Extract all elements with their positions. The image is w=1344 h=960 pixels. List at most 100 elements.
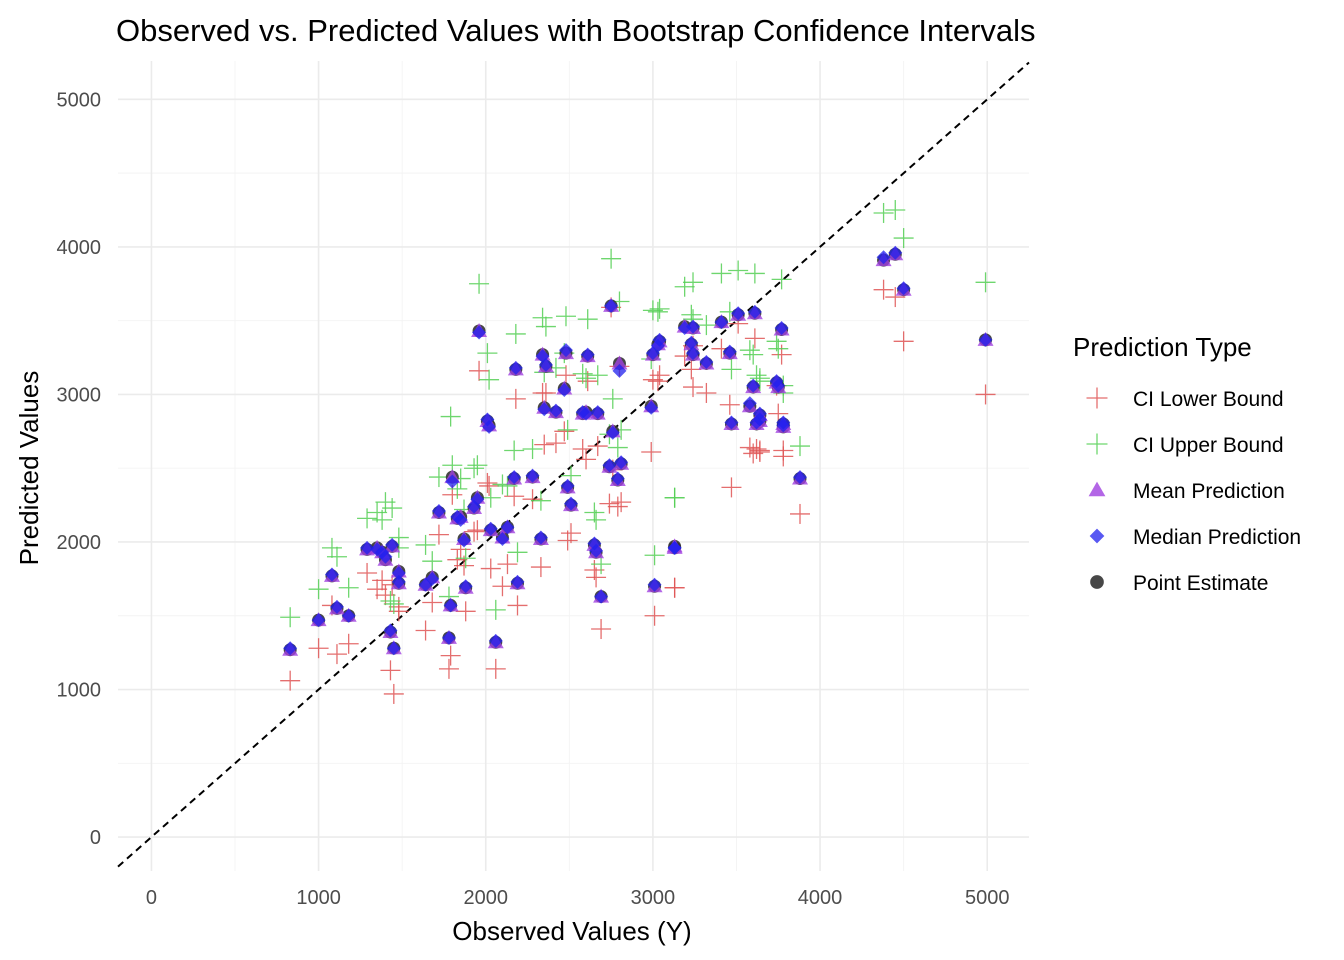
ci-upper-bound-point (380, 591, 401, 611)
ci-lower-bound-point (555, 365, 576, 386)
ci-lower-bound-point (885, 287, 906, 308)
ci-lower-bound-point (576, 449, 597, 470)
median-prediction-point (283, 641, 298, 656)
ci-lower-bound-point (464, 521, 485, 542)
median-prediction-point (714, 315, 729, 330)
ci-upper-bound-point (607, 437, 628, 458)
ci-upper-bound-point (383, 593, 404, 614)
ci-upper-bound-point (576, 368, 597, 389)
median-prediction-point (610, 471, 625, 486)
y-tick-label: 1000 (57, 680, 102, 702)
median-prediction-point (441, 630, 456, 645)
ci-lower-bound-point (480, 558, 501, 579)
median-prediction-point (538, 357, 553, 372)
median-prediction-point (457, 533, 472, 548)
median-prediction-point (383, 623, 398, 638)
y-axis-ticks: 0 1000 2000 3000 4000 5000 (57, 89, 102, 849)
identity-reference-line (117, 61, 1030, 868)
ci-upper-bound-point (739, 340, 760, 361)
chart-title: Observed vs. Predicted Values with Boots… (116, 13, 1036, 48)
ci-lower-bound-point (744, 328, 765, 349)
data-points (280, 200, 996, 704)
legend: Prediction Type CI Lower Bound CI Upper B… (1073, 332, 1301, 595)
ci-lower-bound-point (577, 371, 598, 392)
ci-upper-bound-point (507, 542, 528, 563)
ci-upper-bound-point (771, 269, 792, 290)
ci-upper-bound-point (721, 359, 742, 380)
y-tick-label: 4000 (57, 237, 102, 259)
reference-line (117, 61, 1030, 868)
ci-upper-bound-point (308, 579, 329, 600)
ci-lower-bound-point (367, 579, 388, 600)
ci-lower-bound-point (485, 658, 506, 679)
median-prediction-point (510, 574, 525, 589)
ci-lower-bound-point (681, 359, 702, 380)
x-tick-label: 5000 (965, 887, 1010, 909)
x-tick-label: 1000 (296, 887, 341, 909)
ci-lower-bound-point (338, 633, 359, 654)
ci-upper-bound-point (584, 502, 605, 523)
median-prediction-point (472, 325, 487, 340)
legend-key-point-estimate (1090, 575, 1104, 589)
median-prediction-point (731, 306, 746, 321)
ci-upper-bound-point (744, 263, 765, 284)
median-prediction-point (896, 281, 911, 296)
median-prediction-point (724, 415, 739, 430)
ci-upper-bound-point (743, 344, 764, 365)
median-prediction-point (560, 478, 575, 493)
ci-upper-bound-point (602, 388, 623, 409)
ci-lower-bound-point (557, 530, 578, 551)
median-prediction-point (580, 347, 595, 362)
ci-upper-bound-point (532, 307, 553, 328)
x-tick-label: 4000 (798, 887, 843, 909)
ci-lower-bound-point (467, 520, 488, 541)
ci-lower-bound-point (507, 595, 528, 616)
ci-upper-bound-point (885, 200, 906, 221)
ci-upper-bound-point (577, 309, 598, 330)
median-prediction-point (453, 512, 468, 527)
ci-lower-bound-point (773, 446, 794, 467)
median-prediction-point (495, 532, 510, 547)
median-prediction-point (647, 577, 662, 592)
ci-upper-bound-point (893, 228, 914, 249)
legend-label: CI Lower Bound (1133, 388, 1284, 411)
legend-label: Median Prediction (1133, 526, 1301, 549)
ci-lower-bound-point (357, 562, 378, 583)
median-prediction-point (557, 383, 572, 398)
legend-key-ci-upper-bound (1086, 433, 1108, 455)
ci-lower-bound-point (372, 570, 393, 591)
median-prediction-point (385, 537, 400, 552)
ci-upper-bound-point (455, 548, 476, 569)
median-prediction-point (386, 641, 401, 656)
ci-upper-bound-point (644, 545, 665, 566)
ci-upper-bound-point (587, 365, 608, 386)
legend-title: Prediction Type (1073, 332, 1252, 362)
median-prediction-point (614, 455, 629, 470)
median-prediction-point (391, 565, 406, 580)
mean-prediction-point (611, 355, 628, 370)
legend-key-ci-lower-bound (1086, 387, 1108, 409)
ci-lower-bound-point (428, 524, 449, 545)
ci-lower-bound-point (586, 567, 607, 588)
ci-upper-bound-point (469, 273, 490, 294)
ci-lower-bound-point (477, 472, 498, 493)
grid (118, 61, 1029, 871)
median-prediction-point (500, 520, 515, 535)
median-prediction-point (579, 406, 594, 421)
ci-lower-bound-point (554, 421, 575, 442)
y-tick-label: 2000 (57, 532, 102, 554)
ci-upper-bound-point (382, 498, 403, 519)
ci-upper-bound-point (415, 534, 436, 555)
ci-lower-bound-point (644, 605, 665, 626)
ci-upper-bound-point (711, 263, 732, 284)
median-prediction-point (425, 571, 440, 586)
ci-lower-bound-point (719, 394, 740, 415)
y-tick-label: 5000 (57, 89, 102, 111)
median-prediction-point (594, 589, 609, 604)
median-prediction-point (602, 458, 617, 473)
ci-upper-bound-point (480, 487, 501, 508)
ci-lower-bound-point (422, 592, 443, 613)
ci-lower-bound-point (455, 601, 476, 622)
ci-lower-bound-point (308, 638, 329, 659)
ci-upper-bound-point (321, 537, 342, 558)
